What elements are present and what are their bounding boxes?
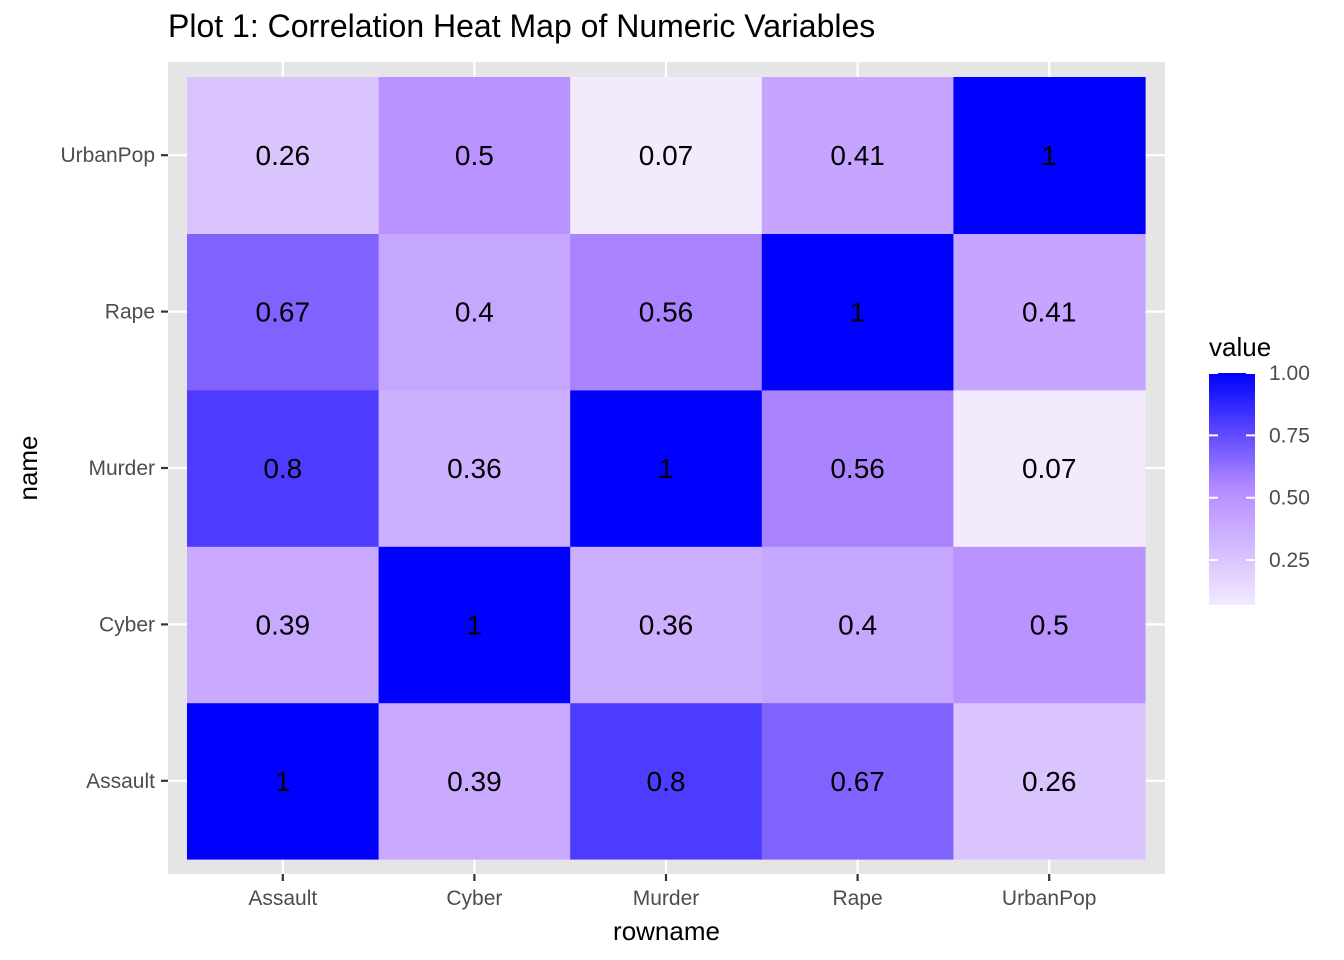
tile-value-label: 0.67 <box>256 297 311 328</box>
tile-value-label: 1 <box>467 609 483 640</box>
tile-value-label: 0.8 <box>647 766 686 797</box>
x-tick-label: Rape <box>832 887 882 910</box>
y-tick-label: UrbanPop <box>60 144 155 167</box>
tile-value-label: 0.07 <box>639 140 694 171</box>
heatmap-tile <box>570 233 763 391</box>
y-tick-label: Cyber <box>99 613 155 636</box>
heatmap-tile <box>187 702 380 860</box>
y-tick-label: Rape <box>105 301 155 324</box>
tile-value-label: 0.36 <box>447 453 502 484</box>
heatmap-tile <box>378 233 571 391</box>
tile-value-label: 0.39 <box>256 609 311 640</box>
tile-value-label: 0.41 <box>1022 297 1077 328</box>
heatmap-tile <box>378 77 571 234</box>
y-axis-title: name <box>13 435 43 500</box>
tile-value-label: 1 <box>275 766 291 797</box>
tile-value-label: 0.39 <box>447 766 502 797</box>
heatmap-tile <box>953 702 1146 860</box>
heatmap-tile <box>761 233 954 391</box>
tile-value-label: 0.4 <box>838 609 877 640</box>
heatmap-tile <box>187 233 380 391</box>
legend-colorbar <box>1209 373 1255 605</box>
heatmap-tile <box>953 77 1146 234</box>
heatmap-tile <box>570 546 763 704</box>
heatmap-tile <box>953 389 1146 547</box>
x-axis-title: rowname <box>613 916 720 946</box>
tile-value-label: 0.4 <box>455 297 494 328</box>
legend-title: value <box>1209 332 1271 362</box>
tile-value-label: 0.5 <box>455 140 494 171</box>
tile-value-label: 1 <box>850 297 866 328</box>
legend-tick-label: 0.50 <box>1269 487 1310 510</box>
tile-value-label: 0.8 <box>263 453 302 484</box>
heatmap-tile <box>378 546 571 704</box>
heatmap-tile <box>570 389 763 547</box>
tile-value-label: 0.36 <box>639 609 694 640</box>
chart-title: Plot 1: Correlation Heat Map of Numeric … <box>168 8 876 44</box>
x-tick-label: Cyber <box>446 887 502 910</box>
tile-value-label: 0.56 <box>830 453 885 484</box>
heatmap-tile <box>570 77 763 234</box>
tile-value-label: 0.07 <box>1022 453 1077 484</box>
heatmap-tile <box>187 546 380 704</box>
legend-tick-label: 0.75 <box>1269 424 1310 447</box>
tile-value-label: 0.67 <box>830 766 885 797</box>
heatmap-tile <box>187 389 380 547</box>
y-tick-label: Murder <box>88 457 155 480</box>
tile-value-label: 0.41 <box>830 140 885 171</box>
heatmap-tile <box>953 546 1146 704</box>
heatmap-tile <box>761 77 954 234</box>
x-tick-label: Murder <box>633 887 700 910</box>
heatmap-tile <box>761 546 954 704</box>
heatmap-tile <box>953 233 1146 391</box>
y-tick-label: Assault <box>86 770 155 793</box>
tile-value-label: 1 <box>1041 140 1057 171</box>
heatmap-tile <box>761 702 954 860</box>
heatmap-tile <box>378 389 571 547</box>
x-tick-label: UrbanPop <box>1002 887 1097 910</box>
x-tick-label: Assault <box>248 887 317 910</box>
tile-value-label: 0.26 <box>256 140 311 171</box>
legend-tick-label: 1.00 <box>1269 362 1310 385</box>
heatmap-tile <box>187 77 380 234</box>
heatmap-tile <box>378 702 571 860</box>
legend-tick-label: 0.25 <box>1269 549 1310 572</box>
tile-value-label: 0.56 <box>639 297 694 328</box>
heatmap-tile <box>761 389 954 547</box>
tile-value-label: 0.5 <box>1030 609 1069 640</box>
tile-value-label: 1 <box>658 453 674 484</box>
heatmap-tile <box>570 702 763 860</box>
tile-value-label: 0.26 <box>1022 766 1077 797</box>
